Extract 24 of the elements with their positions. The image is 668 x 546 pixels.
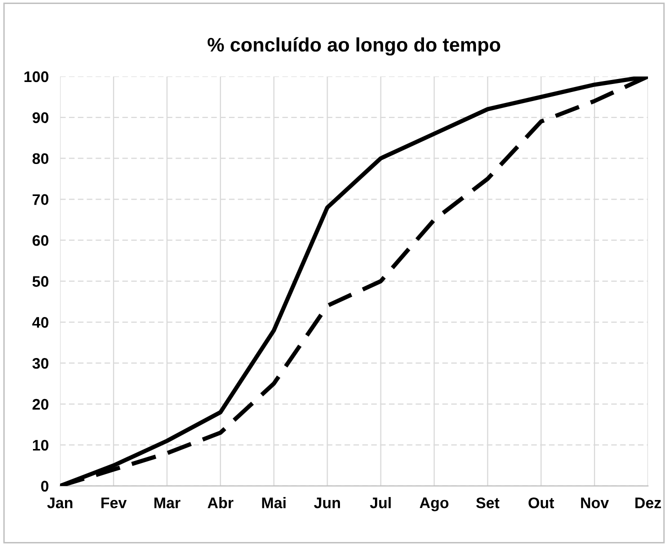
x-tick-label: Fev (101, 498, 127, 508)
x-tick-label: Mai (262, 497, 286, 508)
x-tick-label: Jun (314, 498, 340, 508)
y-tick-label: 40 (32, 317, 48, 328)
y-tick-label: 10 (32, 440, 48, 451)
x-tick-label: Set (476, 497, 500, 508)
y-tick-label: 60 (32, 235, 48, 246)
y-tick-label: 70 (32, 194, 48, 205)
y-tick-label: 50 (32, 276, 48, 287)
x-tick-label: Out (528, 497, 554, 508)
y-tick-label: 90 (32, 112, 48, 124)
y-tick-label: 0 (41, 480, 48, 492)
x-tick-label: Abr (208, 497, 234, 508)
x-tick-label: Jul (370, 497, 391, 508)
x-tick-label: Jan (47, 498, 72, 508)
x-tick-label: Mar (154, 498, 180, 508)
y-tick-label: 100 (24, 71, 48, 82)
x-tick-label: Dez (635, 498, 661, 508)
y-tick-label: 30 (32, 358, 48, 369)
x-tick-label: Nov (581, 498, 609, 508)
y-tick-label: 20 (32, 398, 48, 410)
chart-title: % concluído ao longo do tempo (208, 37, 500, 56)
y-tick-label: 80 (32, 153, 48, 164)
x-tick-label: Ago (420, 498, 448, 512)
